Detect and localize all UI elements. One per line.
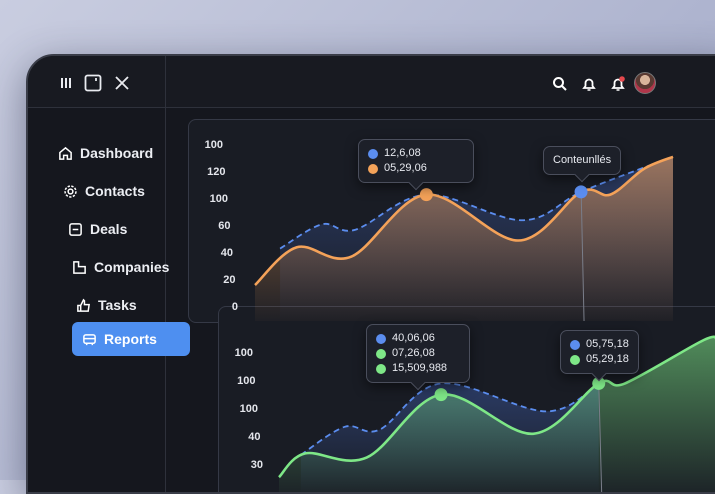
card-icon bbox=[69, 222, 82, 236]
menu-icon[interactable] bbox=[58, 74, 76, 92]
sidebar-item-label: Contacts bbox=[85, 183, 145, 199]
tooltip-row: 05,29,18 bbox=[570, 352, 629, 367]
sidebar-item-label: Reports bbox=[104, 331, 157, 347]
tooltip-row: Conteunllés bbox=[553, 153, 611, 168]
thumbs-up-icon bbox=[77, 298, 90, 312]
legend-dot-icon bbox=[376, 348, 386, 359]
highlight-point[interactable] bbox=[419, 188, 433, 202]
tooltip-value: 05,29,06 bbox=[384, 162, 427, 174]
tooltip-row: 07,26,08 bbox=[376, 346, 460, 361]
marker-line bbox=[598, 381, 603, 492]
chart-tooltip: Conteunllés bbox=[543, 146, 622, 175]
sidebar-divider bbox=[165, 56, 166, 492]
series-line bbox=[300, 382, 600, 456]
chart-tooltip: 05,75,18 05,29,18 bbox=[560, 330, 639, 374]
window-icon[interactable] bbox=[84, 74, 102, 92]
sidebar-item-companies[interactable]: Companies bbox=[62, 252, 179, 282]
series-line bbox=[254, 155, 674, 287]
sidebar-item-label: Dashboard bbox=[80, 145, 154, 161]
reports-icon bbox=[83, 333, 96, 345]
sidebar-item-label: Companies bbox=[94, 259, 170, 275]
y-tick-label: 100 bbox=[234, 347, 253, 359]
sidebar-item-reports[interactable]: Reports bbox=[72, 322, 190, 356]
bell-icon[interactable] bbox=[581, 76, 597, 92]
notification-bell-icon[interactable] bbox=[610, 76, 626, 92]
sidebar-item-label: Tasks bbox=[98, 297, 137, 313]
legend-dot-icon bbox=[368, 148, 378, 159]
tooltip-value: Conteunllés bbox=[553, 154, 612, 166]
sidebar-item-dashboard[interactable]: Dashboard bbox=[48, 138, 163, 168]
legend-dot-icon bbox=[570, 354, 580, 365]
tooltip-row: 05,29,06 bbox=[368, 161, 464, 176]
tooltip-value: 05,75,18 bbox=[586, 338, 629, 350]
tooltip-value: 12,6,08 bbox=[384, 147, 421, 159]
home-icon bbox=[59, 146, 72, 160]
tooltip-row: 05,75,18 bbox=[570, 337, 629, 352]
sidebar-item-deals[interactable]: Deals bbox=[58, 214, 137, 244]
avatar[interactable] bbox=[634, 72, 656, 94]
y-tick-label: 100 bbox=[239, 403, 258, 415]
highlight-point[interactable] bbox=[574, 185, 588, 199]
y-tick-label: 120 bbox=[207, 166, 226, 178]
y-tick-label: 30 bbox=[250, 459, 263, 471]
app-window: Dashboard Contacts Deals Companies Tasks Repo… bbox=[26, 54, 715, 494]
legend-dot-icon bbox=[376, 333, 386, 344]
chart-0 bbox=[254, 155, 674, 322]
sidebar-item-contacts[interactable]: Contacts bbox=[53, 176, 155, 206]
y-tick-label: 100 bbox=[204, 139, 223, 151]
tooltip-value: 15,509,988 bbox=[392, 362, 448, 374]
tooltip-value: 07,26,08 bbox=[392, 347, 435, 359]
y-tick-label: 40 bbox=[220, 247, 233, 259]
series-area bbox=[255, 156, 673, 321]
gear-icon bbox=[64, 184, 77, 198]
sidebar-item-tasks[interactable]: Tasks bbox=[66, 290, 147, 320]
legend-dot-icon bbox=[570, 339, 580, 350]
chart-tooltip: 12,6,08 05,29,06 bbox=[358, 139, 474, 183]
legend-dot-icon bbox=[376, 363, 386, 374]
tooltip-row: 40,06,06 bbox=[376, 331, 460, 346]
series-area bbox=[279, 336, 715, 492]
y-tick-label: 40 bbox=[248, 431, 261, 443]
search-icon[interactable] bbox=[552, 76, 568, 92]
tooltip-value: 05,29,18 bbox=[586, 353, 629, 365]
tooltip-row: 15,509,988 bbox=[376, 361, 460, 376]
series-line bbox=[279, 155, 674, 250]
sidebar-item-label: Deals bbox=[90, 221, 128, 237]
chart-1 bbox=[278, 335, 715, 492]
y-tick-label: 0 bbox=[231, 301, 238, 313]
tooltip-value: 40,06,06 bbox=[392, 332, 435, 344]
tooltip-row: 12,6,08 bbox=[368, 146, 464, 161]
marker-line bbox=[580, 186, 585, 322]
folder-icon bbox=[73, 260, 86, 274]
highlight-point[interactable] bbox=[434, 388, 448, 402]
close-icon[interactable] bbox=[113, 74, 131, 92]
y-tick-label: 100 bbox=[209, 193, 228, 205]
highlight-point[interactable] bbox=[592, 376, 606, 390]
series-line bbox=[278, 335, 715, 479]
y-tick-label: 20 bbox=[223, 274, 236, 286]
top-bar bbox=[28, 56, 715, 108]
y-tick-label: 100 bbox=[237, 375, 256, 387]
chart-tooltip: 40,06,06 07,26,08 15,509,988 bbox=[366, 324, 470, 383]
legend-dot-icon bbox=[368, 163, 378, 174]
y-tick-label: 60 bbox=[218, 220, 231, 232]
